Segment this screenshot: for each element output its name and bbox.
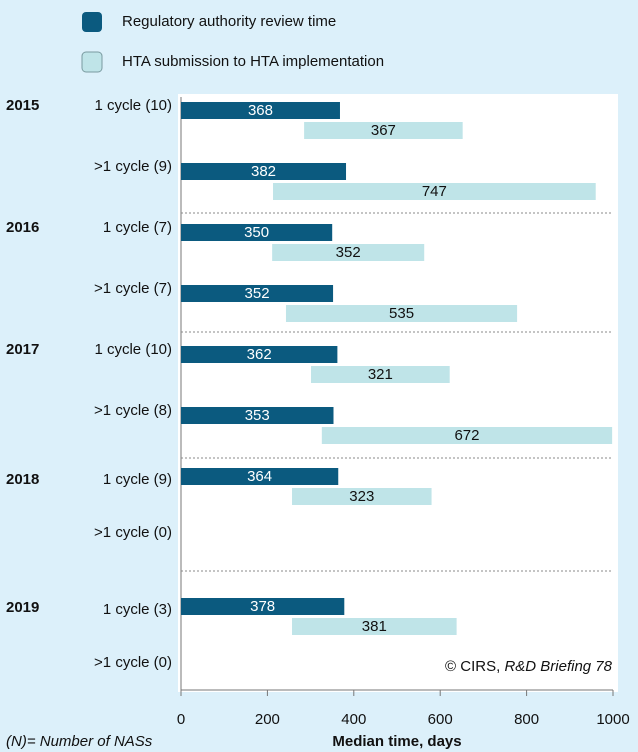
- category-label: 1 cycle (7): [103, 219, 172, 236]
- year-label: 2016: [6, 219, 39, 236]
- value-label: 362: [247, 346, 272, 363]
- category-label: >1 cycle (9): [94, 158, 172, 175]
- bar: [272, 244, 425, 261]
- category-label: >1 cycle (0): [94, 654, 172, 671]
- bar: [181, 224, 333, 241]
- bar: [321, 427, 613, 444]
- bar: [181, 346, 338, 363]
- value-label: 352: [245, 285, 270, 302]
- x-axis-label: Median time, days: [332, 733, 461, 750]
- value-label: 747: [422, 183, 447, 200]
- bar: [285, 305, 518, 322]
- legend-label: Regulatory authority review time: [122, 13, 336, 30]
- category-label: 1 cycle (9): [103, 471, 172, 488]
- legend-label: HTA submission to HTA implementation: [122, 53, 384, 70]
- value-label: 364: [247, 468, 272, 485]
- x-tick-label: 800: [514, 711, 539, 728]
- category-label: >1 cycle (0): [94, 524, 172, 541]
- bar: [181, 598, 345, 615]
- category-label: 1 cycle (10): [94, 341, 172, 358]
- bar: [292, 488, 432, 505]
- x-tick-label: 0: [177, 711, 185, 728]
- x-tick-label: 400: [341, 711, 366, 728]
- x-tick-label: 600: [428, 711, 453, 728]
- legend-swatch: [81, 51, 103, 73]
- value-label: 672: [454, 427, 479, 444]
- footnote: (N)= Number of NASs: [6, 733, 153, 750]
- bar: [181, 102, 340, 119]
- annotation: © CIRS, R&D Briefing 78: [445, 658, 613, 675]
- bar: [304, 122, 463, 139]
- annotation-part: © CIRS,: [445, 658, 504, 675]
- value-label: 535: [389, 305, 414, 322]
- bar: [311, 366, 450, 383]
- year-label: 2015: [6, 97, 39, 114]
- year-label: 2019: [6, 599, 39, 616]
- bar: [181, 285, 334, 302]
- bar: [273, 183, 596, 200]
- value-label: 382: [251, 163, 276, 180]
- bar: [181, 407, 334, 424]
- category-label: 1 cycle (10): [94, 97, 172, 114]
- value-label: 368: [248, 102, 273, 119]
- year-label: 2018: [6, 471, 39, 488]
- legend-swatch: [82, 12, 102, 32]
- bar: [181, 163, 347, 180]
- year-label: 2017: [6, 341, 39, 358]
- value-label: 353: [245, 407, 270, 424]
- value-label: 367: [371, 122, 396, 139]
- value-label: 350: [244, 224, 269, 241]
- value-label: 321: [368, 366, 393, 383]
- category-label: >1 cycle (7): [94, 280, 172, 297]
- annotation-part: R&D Briefing 78: [504, 658, 612, 675]
- bar: [181, 468, 339, 485]
- x-tick-label: 1000: [596, 711, 629, 728]
- value-label: 378: [250, 598, 275, 615]
- value-label: 381: [362, 618, 387, 635]
- category-label: >1 cycle (8): [94, 402, 172, 419]
- x-tick-label: 200: [255, 711, 280, 728]
- value-label: 352: [336, 244, 361, 261]
- bar: [292, 618, 457, 635]
- category-label: 1 cycle (3): [103, 601, 172, 618]
- value-label: 323: [349, 488, 374, 505]
